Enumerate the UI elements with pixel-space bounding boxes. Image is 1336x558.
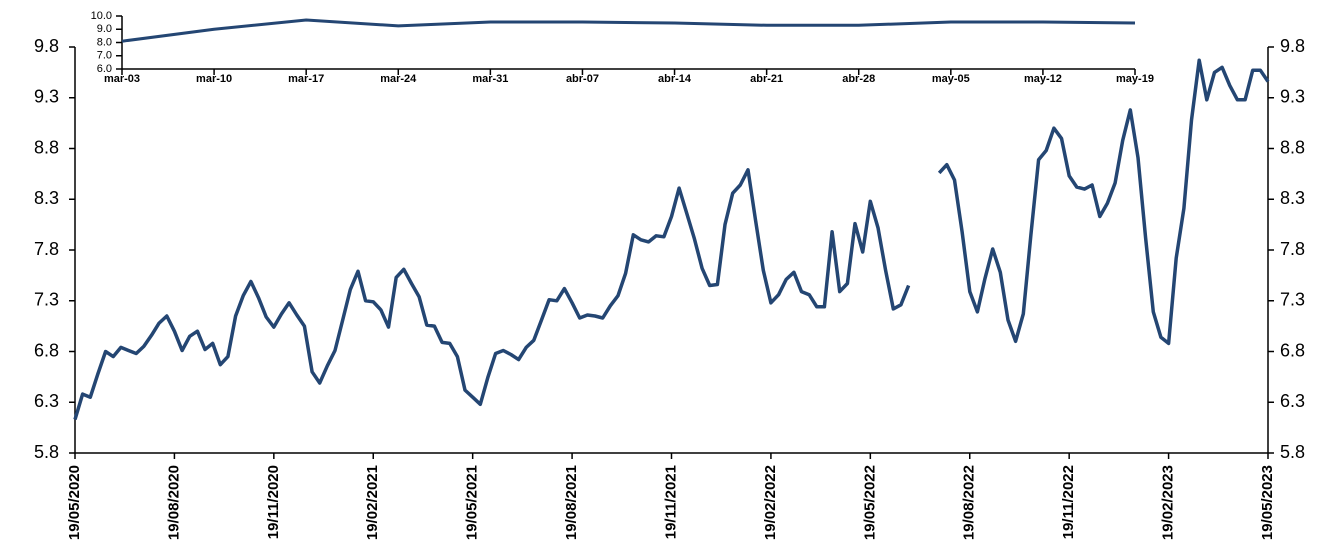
y2-tick-label: 9.3 xyxy=(1280,87,1305,107)
y2-tick-label: 5.8 xyxy=(1280,442,1305,462)
y-tick-label: 8.0 xyxy=(97,36,112,48)
x-tick-label: 19/11/2022 xyxy=(1060,465,1077,539)
x-tick-label: 19/11/2021 xyxy=(662,465,679,539)
x-tick-label: abr-14 xyxy=(658,73,692,85)
y-tick-label: 8.3 xyxy=(34,188,59,208)
x-tick-label: may-05 xyxy=(932,73,970,85)
x-tick-label: 19/08/2021 xyxy=(563,465,580,540)
y-tick-label: 5.8 xyxy=(34,442,59,462)
y-tick-label: 6.3 xyxy=(34,391,59,411)
data-line xyxy=(73,58,1270,421)
y-tick-label: 7.0 xyxy=(97,50,112,62)
x-tick-label: 19/05/2023 xyxy=(1259,465,1276,540)
y2-tick-label: 6.3 xyxy=(1280,391,1305,411)
x-tick-label: 19/02/2023 xyxy=(1160,465,1177,540)
y-tick-label: 10.0 xyxy=(91,10,112,22)
x-tick-label: mar-10 xyxy=(196,73,232,85)
y-tick-label: 9.3 xyxy=(34,87,59,107)
x-tick-label: abr-21 xyxy=(750,73,783,85)
x-tick-label: may-12 xyxy=(1024,73,1062,85)
x-tick-label: mar-24 xyxy=(380,73,417,85)
x-tick-label: 19/05/2021 xyxy=(464,465,481,540)
y2-tick-label: 9.8 xyxy=(1280,36,1305,56)
y2-tick-label: 6.8 xyxy=(1280,340,1305,360)
x-tick-label: 19/02/2022 xyxy=(762,465,779,540)
x-tick-label: 19/08/2022 xyxy=(961,465,978,540)
y-tick-label: 7.3 xyxy=(34,290,59,310)
y2-tick-label: 7.8 xyxy=(1280,239,1305,259)
x-tick-label: may-19 xyxy=(1116,73,1154,85)
y-tick-label: 9.8 xyxy=(34,36,59,56)
y-tick-label: 8.8 xyxy=(34,137,59,157)
y2-tick-label: 7.3 xyxy=(1280,290,1305,310)
x-tick-label: 19/08/2020 xyxy=(165,465,182,540)
y2-tick-label: 8.3 xyxy=(1280,188,1305,208)
x-tick-label: 19/02/2021 xyxy=(364,465,381,540)
x-tick-label: abr-28 xyxy=(842,73,875,85)
y-tick-label: 6.0 xyxy=(97,63,112,75)
x-tick-label: 19/11/2020 xyxy=(265,465,282,539)
x-tick-label: mar-31 xyxy=(472,73,508,85)
data-line xyxy=(121,18,1136,43)
y-tick-label: 9.0 xyxy=(97,23,112,35)
y2-tick-label: 8.8 xyxy=(1280,137,1305,157)
x-tick-label: mar-03 xyxy=(104,73,140,85)
x-tick-label: 19/05/2022 xyxy=(861,465,878,540)
y-tick-label: 6.8 xyxy=(34,340,59,360)
x-tick-label: 19/05/2020 xyxy=(66,465,83,540)
x-tick-label: abr-07 xyxy=(566,73,599,85)
x-tick-label: mar-17 xyxy=(288,73,324,85)
y-tick-label: 7.8 xyxy=(34,239,59,259)
